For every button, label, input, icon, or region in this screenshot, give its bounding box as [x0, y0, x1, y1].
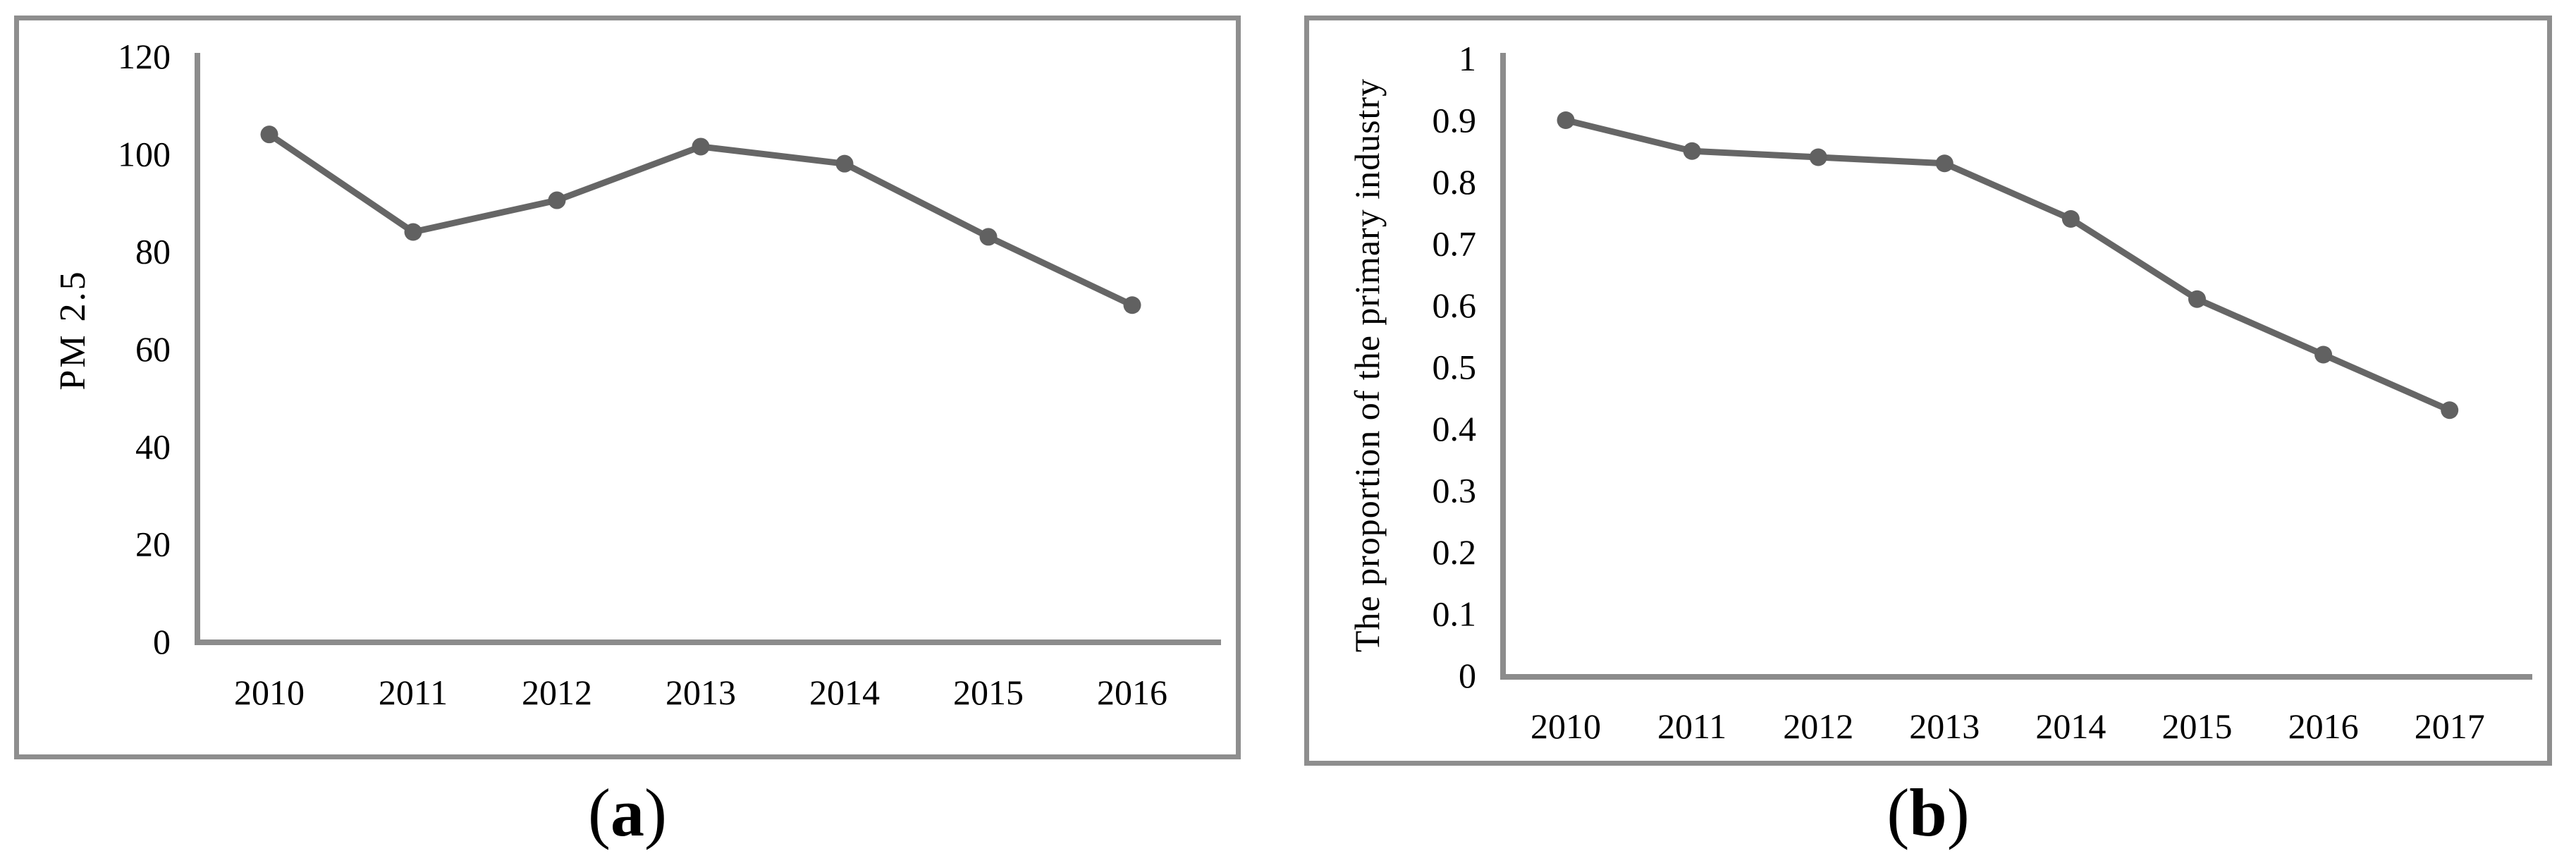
- chart-a-ytick-label-100: 100: [118, 134, 171, 173]
- chart-b-ytick-label-0.8: 0.8: [1433, 162, 1477, 202]
- chart-a-xtick-label-2015: 2015: [953, 673, 1024, 712]
- chart-a-data-point-2011: [404, 223, 422, 241]
- chart-b-ytick-label-0.1: 0.1: [1433, 594, 1477, 634]
- chart-b-xtick-label-2014: 2014: [2035, 706, 2106, 746]
- caption-b: (b): [1304, 774, 2552, 852]
- chart-a-y-axis-title: PM 2.5: [53, 269, 93, 390]
- chart-a-ytick-label-60: 60: [135, 329, 171, 369]
- chart-b-xtick-label-2015: 2015: [2162, 706, 2233, 746]
- chart-b-xtick-label-2013: 2013: [1909, 706, 1980, 746]
- chart-a-data-point-2014: [835, 154, 854, 173]
- chart-b-ytick-label-0.9: 0.9: [1433, 101, 1477, 140]
- chart-a-ytick-label-20: 20: [135, 525, 171, 564]
- chart-b-data-line: [1562, 117, 2453, 414]
- chart-b-xtick-label-2012: 2012: [1783, 706, 1853, 746]
- chart-b-data-point-2017: [2441, 401, 2459, 420]
- chart-b-data-point-2011: [1683, 142, 1701, 160]
- chart-b-xtick-label-2010: 2010: [1531, 706, 1601, 746]
- chart-a-xtick-label-2016: 2016: [1097, 673, 1167, 712]
- caption-b-open-paren: (: [1887, 775, 1910, 850]
- chart-b-data-point-2014: [2061, 210, 2080, 228]
- chart-a-data-point-2016: [1123, 296, 1141, 314]
- chart-b-xtick-label-2017: 2017: [2415, 706, 2485, 746]
- chart-panel-a: [14, 16, 1241, 759]
- chart-b-ytick-label-1: 1: [1459, 39, 1476, 78]
- caption-b-close-paren: ): [1946, 775, 1970, 850]
- chart-a-ytick-label-40: 40: [135, 427, 171, 466]
- chart-b-ytick-label-0.3: 0.3: [1433, 471, 1477, 510]
- chart-b-xtick-label-2016: 2016: [2288, 706, 2359, 746]
- chart-a-xtick-label-2012: 2012: [522, 673, 592, 712]
- chart-b-ytick-label-0.4: 0.4: [1433, 409, 1477, 448]
- chart-a-data-point-2012: [548, 191, 566, 209]
- chart-b-data-point-2013: [1935, 154, 1954, 173]
- caption-a: (a): [14, 774, 1241, 852]
- chart-a-xtick-label-2011: 2011: [379, 673, 448, 712]
- chart-b-data-point-2016: [2314, 345, 2333, 364]
- chart-b-ytick-label-0.6: 0.6: [1433, 286, 1477, 325]
- chart-b-data-point-2012: [1809, 148, 1827, 166]
- chart-b-ytick-label-0.7: 0.7: [1433, 224, 1477, 264]
- chart-b-data-point-2015: [2188, 290, 2206, 308]
- caption-b-letter: b: [1909, 775, 1947, 850]
- chart-a-data-point-2015: [979, 228, 998, 246]
- caption-a-letter: a: [611, 775, 644, 850]
- chart-b-ytick-label-0.5: 0.5: [1433, 348, 1477, 387]
- chart-a-ytick-label-80: 80: [135, 232, 171, 271]
- chart-a-xtick-label-2010: 2010: [234, 673, 305, 712]
- chart-a-data-point-2010: [260, 126, 278, 144]
- chart-a-data-line: [266, 131, 1136, 309]
- chart-b-data-point-2010: [1557, 111, 1575, 129]
- chart-a-ytick-label-0: 0: [153, 622, 171, 661]
- chart-b-xtick-label-2011: 2011: [1657, 706, 1726, 746]
- chart-b-ytick-label-0: 0: [1459, 656, 1476, 695]
- chart-a-data-point-2013: [692, 137, 710, 156]
- chart-b-y-axis-title: The proportion of the primary industry: [1347, 78, 1387, 652]
- chart-b-ytick-label-0.2: 0.2: [1433, 532, 1477, 572]
- chart-panel-b: [1304, 16, 2552, 766]
- caption-a-close-paren: ): [644, 775, 667, 850]
- chart-a-xtick-label-2013: 2013: [666, 673, 736, 712]
- chart-a-ytick-label-120: 120: [118, 37, 171, 76]
- chart-a-xtick-label-2014: 2014: [809, 673, 880, 712]
- caption-a-open-paren: (: [588, 775, 611, 850]
